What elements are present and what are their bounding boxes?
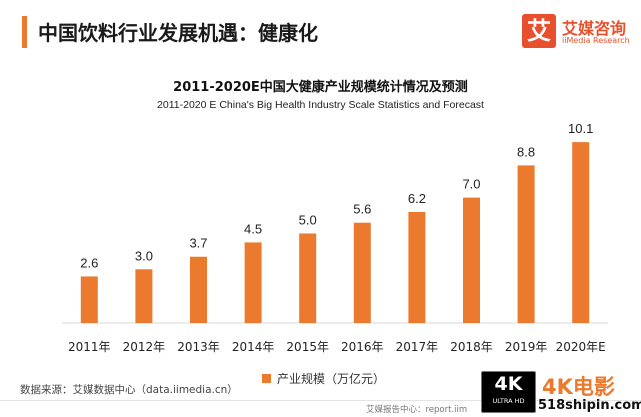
data-label-9: 10.1 <box>568 121 593 136</box>
data-label-7: 7.0 <box>462 177 480 192</box>
logo-name-en: iiMedia Research <box>562 36 630 45</box>
footer-divider <box>0 400 641 401</box>
chart-subtitle: 2011-2020 E China's Big Health Industry … <box>157 99 484 111</box>
data-label-1: 3.0 <box>135 248 153 263</box>
bar-2 <box>190 256 207 323</box>
x-tick-label-8: 2019年 <box>505 340 548 354</box>
bar-6 <box>408 211 426 323</box>
legend-swatch <box>262 374 271 383</box>
bar-8 <box>517 165 535 323</box>
watermark-url: 518shipin.com <box>538 398 641 413</box>
legend-label: 产业规模（万亿元） <box>277 372 386 386</box>
chart-title: 2011-2020E中国大健康产业规模统计情况及预测 <box>173 80 468 95</box>
bar-5 <box>353 222 371 323</box>
x-tick-label-3: 2014年 <box>232 340 275 354</box>
x-tick-label-6: 2017年 <box>396 340 439 354</box>
logo-mark-icon: 艾 <box>522 14 556 48</box>
bar-1 <box>135 269 153 323</box>
watermark-title: 4K电影 <box>542 375 615 399</box>
page-title: 中国饮料行业发展机遇：健康化 <box>38 21 318 45</box>
data-label-0: 2.6 <box>80 255 98 270</box>
watermark-4k-badge: 4K ULTRA HD <box>481 371 536 413</box>
data-label-2: 3.7 <box>189 236 207 251</box>
data-label-4: 5.0 <box>299 212 317 227</box>
x-tick-label-4: 2015年 <box>286 340 329 354</box>
x-tick-label-9: 2020年E <box>556 340 606 354</box>
x-tick-label-5: 2016年 <box>341 340 384 354</box>
bar-9 <box>572 142 590 323</box>
x-tick-label-1: 2012年 <box>123 340 166 354</box>
data-label-3: 4.5 <box>244 221 262 236</box>
bar-3 <box>244 242 262 323</box>
data-label-6: 6.2 <box>408 191 426 206</box>
x-tick-label-2: 2013年 <box>177 340 220 354</box>
chart-legend: 产业规模（万亿元） <box>262 370 385 387</box>
data-label-8: 8.8 <box>517 144 535 159</box>
x-tick-label-0: 2011年 <box>68 340 111 354</box>
watermark-badge-main: 4K <box>494 373 523 395</box>
bar-7 <box>463 197 480 323</box>
bar-4 <box>299 233 317 323</box>
logo-name-cn: 艾媒咨询 <box>562 19 627 38</box>
x-tick-label-7: 2018年 <box>450 340 493 354</box>
data-label-5: 5.6 <box>353 202 371 217</box>
watermark-badge-sub: ULTRA HD <box>492 397 525 405</box>
bar-0 <box>80 276 98 323</box>
footer-source: 艾媒报告中心：report.iim <box>366 405 468 415</box>
iimedia-logo: 艾 艾媒咨询 iiMedia Research <box>522 14 634 50</box>
data-source: 数据来源：艾媒数据中心（data.iimedia.cn） <box>20 384 238 396</box>
title-accent-bar <box>22 16 27 48</box>
